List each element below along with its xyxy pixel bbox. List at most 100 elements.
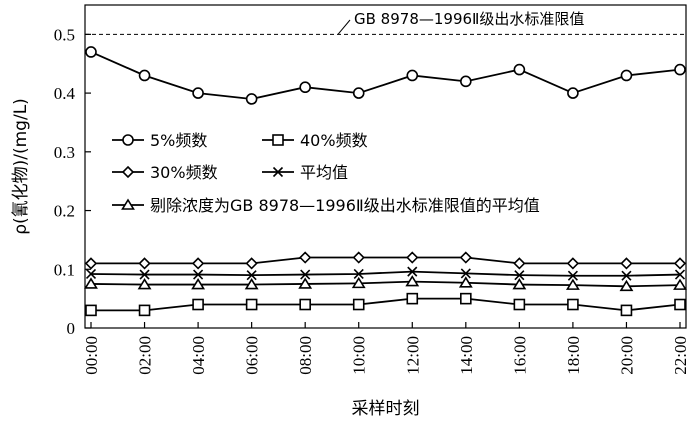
legend-label: 剔除浓度为GB 8978—1996Ⅱ级出水标准限值的平均值 — [150, 196, 540, 215]
x-tick-label: 20:00 — [617, 336, 636, 375]
data-point-square — [85, 304, 97, 317]
data-point-triangle — [405, 275, 420, 287]
data-point-square — [406, 292, 419, 305]
series-circle — [85, 46, 686, 105]
x-tick-label: 02:00 — [136, 336, 155, 375]
y-tick-label: 0.2 — [54, 202, 75, 221]
data-point-diamond — [245, 257, 258, 270]
data-point-square — [192, 298, 204, 311]
x-tick-label: 08:00 — [296, 336, 315, 375]
y-tick-label: 0 — [67, 319, 76, 338]
data-point-diamond — [673, 257, 687, 270]
data-point-x — [460, 268, 471, 279]
data-point-circle — [460, 75, 472, 88]
x-tick-label: 00:00 — [82, 336, 101, 375]
data-point-diamond — [352, 251, 365, 264]
series-line-x — [90, 270, 681, 277]
data-point-triangle — [84, 277, 98, 289]
x-marker-stroke — [272, 166, 284, 178]
data-point-x — [139, 269, 150, 280]
data-point-circle — [299, 81, 311, 94]
data-point-circle — [406, 69, 419, 82]
legend-item-x: 平均值 — [262, 163, 348, 182]
data-point-diamond — [138, 257, 151, 270]
x-marker-stroke — [246, 270, 257, 281]
data-point-circle — [352, 87, 365, 99]
data-point-square — [460, 292, 472, 305]
series-layer — [84, 46, 687, 317]
reference-line-label: GB 8978—1996Ⅱ级出水标准限值 — [354, 10, 584, 28]
axes: 0 0.1 0.2 0.3 0.4 0.5 00:00 02:00 04:00 06:00 08:0… — [54, 4, 690, 375]
plot-frame — [84, 4, 687, 329]
x-tick-label: 22:00 — [671, 336, 690, 375]
x-marker-stroke — [85, 268, 97, 280]
data-point-diamond — [299, 251, 312, 264]
legend-item-diamond: 30%频数 — [112, 163, 218, 182]
data-point-square — [352, 298, 365, 311]
series-line-diamond — [91, 256, 680, 265]
data-point-triangle — [619, 279, 634, 292]
data-point-square — [138, 304, 151, 317]
data-point-circle — [674, 63, 686, 76]
legend-marker-square — [272, 134, 284, 146]
x-tick-label: 12:00 — [403, 336, 422, 375]
x-tick-label: 18:00 — [564, 336, 583, 375]
series-square — [85, 292, 686, 317]
y-tick-label: 0.1 — [54, 260, 75, 279]
y-tick-label: 0.3 — [54, 143, 75, 162]
x-marker-stroke — [300, 269, 311, 280]
data-point-x — [193, 269, 204, 280]
series-x — [85, 266, 686, 281]
data-point-circle — [192, 87, 204, 99]
legend-marker-triangle — [121, 198, 135, 210]
x-marker-stroke — [407, 266, 418, 277]
data-point-diamond — [513, 257, 526, 270]
data-point-triangle — [458, 276, 473, 288]
data-point-square — [674, 298, 686, 311]
data-point-triangle — [565, 278, 580, 290]
data-point-x — [514, 270, 525, 281]
x-tick-label: 04:00 — [189, 336, 208, 375]
data-point-x — [567, 270, 578, 281]
series-line-square — [91, 297, 681, 312]
data-point-triangle — [137, 278, 152, 290]
y-axis-title: ρ(氰化物)/(mg/L) — [11, 98, 31, 235]
data-point-x — [300, 269, 311, 280]
reference-leader-line — [337, 19, 351, 35]
data-point-circle — [513, 63, 526, 76]
data-point-square — [620, 304, 633, 317]
data-point-square — [513, 298, 526, 311]
x-marker-stroke — [567, 270, 578, 281]
data-point-diamond — [84, 257, 98, 270]
data-point-x — [407, 266, 418, 277]
series-diamond — [84, 251, 687, 270]
data-point-diamond — [620, 257, 633, 270]
data-point-x — [85, 268, 97, 280]
legend-item-circle: 5%频数 — [112, 131, 207, 150]
legend-item-triangle: 剔除浓度为GB 8978—1996Ⅱ级出水标准限值的平均值 — [112, 196, 540, 215]
data-point-x — [621, 270, 632, 281]
data-point-circle — [245, 93, 258, 105]
y-tick-label: 0.5 — [54, 25, 75, 44]
legend-marker-x — [272, 166, 284, 178]
x-tick-label: 10:00 — [350, 336, 369, 375]
data-point-square — [245, 298, 258, 311]
legend-label: 40%频数 — [300, 131, 368, 150]
data-point-triangle — [351, 276, 366, 289]
data-point-diamond — [406, 251, 419, 264]
data-point-triangle — [244, 278, 259, 290]
data-point-diamond — [459, 251, 472, 264]
data-point-x — [246, 270, 257, 281]
data-point-x — [674, 269, 686, 280]
data-point-x — [353, 268, 364, 280]
x-tick-label: 16:00 — [510, 336, 529, 375]
data-point-square — [299, 298, 311, 311]
legend-marker-diamond — [121, 165, 135, 179]
x-marker-stroke — [621, 270, 632, 281]
data-point-triangle — [191, 278, 206, 290]
x-axis-title: 采样时刻 — [352, 399, 420, 419]
legend-label: 30%频数 — [150, 163, 218, 182]
data-point-diamond — [191, 257, 205, 270]
data-point-triangle — [512, 278, 527, 290]
x-marker-stroke — [674, 269, 686, 280]
